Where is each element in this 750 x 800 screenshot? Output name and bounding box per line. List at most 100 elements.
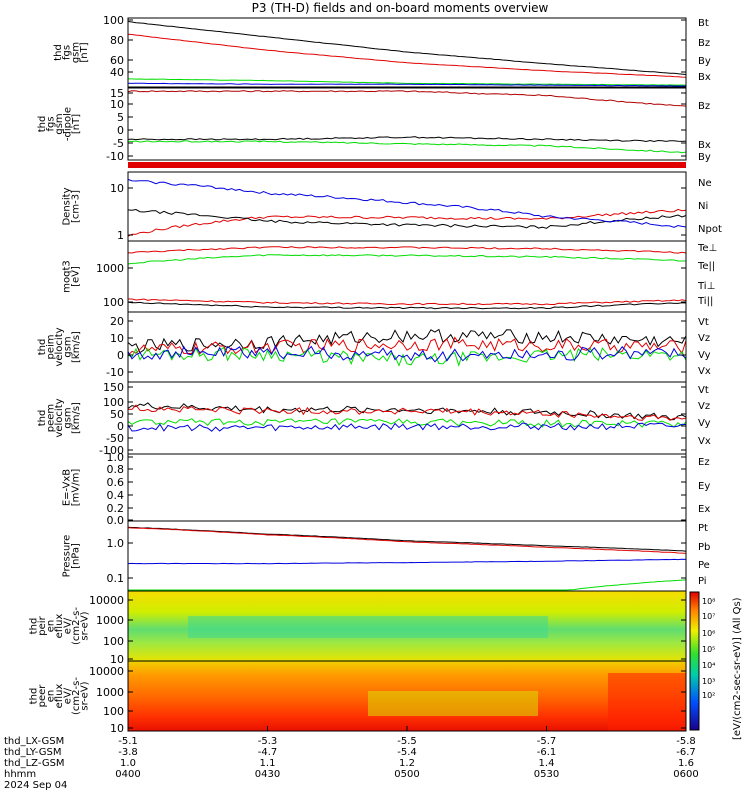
y-axis-label: eflux — [54, 614, 65, 639]
panel-peer: 10000 1000 100 10 thdpeerenefluxeV/(cm2-s-sr… — [28, 660, 687, 735]
legend-entry: Ti|| — [697, 296, 713, 307]
x-tick-label-ly: -3.8 — [118, 747, 138, 758]
legend-entry: By — [698, 56, 711, 67]
x-row-label: thd_LY-GSM — [4, 747, 61, 758]
x-tick-label-hhmm: 0600 — [673, 769, 698, 780]
y-axis-label: [mV/m] — [70, 469, 81, 507]
y-axis-label: eV/ — [63, 687, 74, 704]
y-tick-label: 20 — [110, 315, 124, 328]
legend-entry: Ni — [698, 201, 708, 212]
panel-pressure: 1.0 0.1 Pressure[nPa] Pt Pb Pe Pi — [62, 520, 710, 592]
fgs_gsm-series-1 — [127, 21, 687, 75]
y-tick-label: 0.4 — [107, 489, 125, 502]
colorbar-tick-label: 10⁸ — [702, 597, 715, 606]
peer-band — [368, 691, 538, 716]
y-tick-label: 0.1 — [107, 572, 125, 585]
y-tick-label: 50 — [110, 408, 124, 421]
y-tick-label: 0.6 — [107, 476, 125, 489]
y-tick-label: -5 — [113, 137, 124, 150]
temperature-series-2 — [127, 301, 687, 310]
legend-entry: Ti⊥ — [697, 281, 715, 292]
peem_velocity-frame — [127, 381, 687, 455]
x-tick-label-ly: -4.7 — [258, 747, 278, 758]
colorbar-tick-label: 10⁷ — [702, 612, 715, 621]
legend-entry: Bz — [698, 101, 710, 112]
y-tick-label: 100 — [103, 705, 124, 718]
y-tick-label: 5 — [117, 111, 124, 124]
y-axis-label: en — [45, 690, 56, 703]
fgs_gsm-series-4 — [127, 82, 686, 87]
y-tick-label: -10 — [106, 150, 124, 163]
y-axis-label: fgs — [45, 116, 56, 131]
y-axis-label: thd — [37, 339, 48, 356]
y-axis-label: en — [45, 620, 56, 633]
density-series-2 — [127, 208, 687, 229]
fgs_gsm-series-3 — [128, 78, 687, 86]
x-tick-label-ly: -5.4 — [397, 747, 417, 758]
y-tick-label: 0.8 — [107, 463, 125, 476]
y-tick-label: 0.0 — [107, 514, 125, 527]
legend-entry: Vx — [698, 366, 711, 377]
fgs_gsm-series-2 — [127, 33, 687, 78]
y-tick-label: 0 — [117, 420, 124, 433]
density-frame — [127, 171, 687, 242]
y-axis-label: fgs — [62, 45, 73, 60]
legend-entry: By — [698, 152, 711, 163]
colorbar-tick-label: 10² — [702, 691, 715, 700]
y-axis-label: sr-eV) — [80, 611, 91, 640]
y-tick-label: 15 — [110, 87, 124, 100]
y-tick-label: 80 — [110, 34, 124, 47]
legend-entry: Pb — [698, 542, 710, 553]
x-tick-label-lz: 1.2 — [399, 758, 415, 769]
x-row-label: thd_LX-GSM — [4, 736, 64, 747]
density-series-3 — [127, 178, 687, 228]
pressure-series-3 — [128, 579, 687, 591]
y-tick-label: 40 — [110, 66, 124, 79]
fgs_gsm-frame — [127, 17, 687, 88]
y-axis-label: [eV] — [70, 266, 81, 287]
x-tick-label-lx: -5.8 — [676, 736, 696, 747]
y-tick-label: 1.0 — [107, 537, 125, 550]
peem_velocity-series-1 — [127, 402, 687, 421]
legend-entry: Ez — [698, 457, 710, 468]
peim_velocity-series-2 — [127, 336, 687, 357]
y-tick-label: -50 — [106, 432, 124, 445]
y-tick-label: 1.0 — [107, 451, 125, 464]
legend-entry: Pi — [698, 576, 707, 587]
y-tick-label: 100 — [103, 296, 124, 309]
panel-peir: 10000 1000 100 10 thdpeirenefluxeV/(cm2-s-sr… — [28, 590, 687, 666]
peim_velocity-frame — [127, 311, 687, 383]
fgs_dsl-series-1 — [127, 90, 687, 107]
y-tick-label: 100 — [103, 396, 124, 409]
y-axis-label: peer — [37, 684, 48, 708]
x-tick-label-lz: 1.0 — [120, 758, 136, 769]
y-tick-label: 1 — [117, 229, 124, 242]
panel-density: 10 1 Density[cm-3] Ne Ni Npot — [62, 171, 722, 242]
figure-title: P3 (TH-D) fields and on-board moments ov… — [252, 1, 549, 15]
x-tick-label-lx: -5.5 — [397, 736, 417, 747]
x-row-label: 2024 Sep 04 — [4, 780, 67, 791]
legend-entry: Ey — [698, 481, 710, 492]
y-axis-label: peir — [37, 615, 48, 635]
y-axis-label: [nT] — [71, 114, 82, 134]
y-axis-label: gsm — [63, 407, 74, 428]
y-tick-label: 10 — [110, 182, 124, 195]
fgs_dsl-series-2 — [127, 136, 687, 143]
panel-temperature: 1000 100 moqt3[eV] Te⊥ Te|| Ti⊥ Ti|| — [62, 240, 717, 313]
colorbar: 10⁸ 10⁷ 10⁶ 10⁵ 10⁴ 10³ 10² [eV/(cm2-sec-sr-eV)… — [689, 591, 743, 740]
colorbar-label: [eV/(cm2-sec-sr-eV)] (All Qs) — [732, 597, 743, 740]
x-tick-label-hhmm: 0400 — [115, 769, 140, 780]
y-axis-label: E=-VxB — [62, 469, 73, 506]
y-axis-label: [km/s] — [71, 402, 82, 434]
x-tick-label-lx: -5.1 — [118, 736, 138, 747]
legend-entry: Vy — [698, 418, 711, 429]
legend-entry: Vz — [698, 401, 710, 412]
y-tick-label: 10 — [110, 332, 124, 345]
y-tick-label: 10000 — [89, 594, 124, 607]
y-axis-label: (cm2-s- — [71, 607, 82, 645]
peer-band-right — [608, 673, 686, 731]
